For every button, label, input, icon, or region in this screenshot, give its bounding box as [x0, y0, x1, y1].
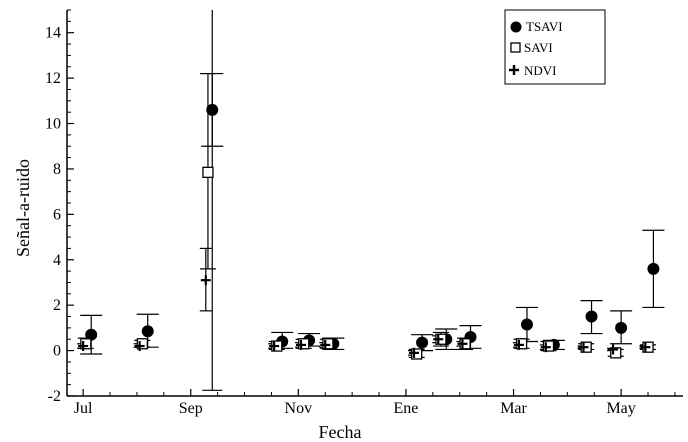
axes: -2 0 2 4 6 8 10 12 14 Jul Sep Nov Ene Mar May — [45, 9, 683, 417]
legend-savi-label: SAVI — [524, 40, 553, 55]
marker-ndvi — [640, 342, 651, 353]
marker-tsavi — [85, 328, 98, 341]
legend-ndvi-label: NDVI — [524, 63, 557, 78]
marker-savi — [610, 347, 622, 359]
y-tick-label: 4 — [53, 252, 61, 269]
marker-ndvi — [78, 341, 89, 352]
marker-savi — [515, 338, 528, 350]
marker-ndvi — [320, 339, 331, 350]
y-tick-label: 10 — [45, 116, 61, 133]
marker-ndvi — [296, 339, 307, 350]
legend-ndvi-marker — [509, 65, 519, 75]
marker-ndvi — [540, 342, 551, 353]
legend-tsavi-marker — [510, 21, 522, 33]
marker-savi — [136, 338, 148, 350]
y-tick-label: 12 — [45, 70, 61, 87]
marker-tsavi — [206, 103, 219, 116]
marker-ndvi — [608, 344, 619, 355]
marker-savi — [542, 340, 555, 352]
marker-ndvi — [134, 341, 145, 352]
legend-tsavi-label: TSAVI — [526, 19, 563, 34]
data-markers — [78, 103, 660, 360]
y-axis-title: Señal-a-ruido — [13, 159, 33, 257]
marker-ndvi — [269, 341, 280, 352]
marker-ndvi — [409, 347, 420, 358]
marker-savi — [80, 338, 92, 350]
marker-tsavi — [141, 325, 154, 338]
marker-tsavi — [615, 321, 628, 334]
marker-tsavi — [585, 310, 598, 323]
legend-box — [504, 9, 606, 85]
y-tick-label: 2 — [53, 297, 61, 314]
x-tick-label: Mar — [500, 400, 527, 417]
x-tick-label: May — [606, 400, 635, 417]
marker-ndvi — [200, 275, 211, 286]
marker-savi — [411, 348, 423, 360]
x-tick-label: Nov — [285, 400, 313, 417]
marker-savi — [322, 338, 334, 350]
legend-savi-marker — [510, 42, 521, 53]
marker-tsavi — [416, 336, 429, 349]
marker-tsavi — [520, 318, 533, 331]
extra-error-bar — [202, 10, 223, 391]
y-tick-label: -2 — [48, 388, 61, 405]
legend: TSAVI SAVI NDVI — [504, 9, 606, 85]
marker-savi — [202, 166, 214, 178]
marker-ndvi — [433, 334, 444, 345]
marker-savi — [298, 338, 310, 350]
marker-ndvi — [513, 339, 524, 350]
x-tick-label: Jul — [74, 400, 93, 417]
y-tick-label: 14 — [45, 25, 61, 42]
y-tick-label: 6 — [53, 206, 61, 223]
y-tick-label: 0 — [53, 343, 61, 360]
y-tick-label: 8 — [53, 161, 61, 178]
x-tick-label: Sep — [179, 400, 203, 417]
x-axis-title: Fecha — [319, 422, 362, 442]
x-tick-label: Ene — [393, 400, 418, 417]
marker-ndvi — [457, 338, 468, 349]
marker-tsavi — [647, 262, 660, 275]
marker-ndvi — [578, 342, 589, 353]
